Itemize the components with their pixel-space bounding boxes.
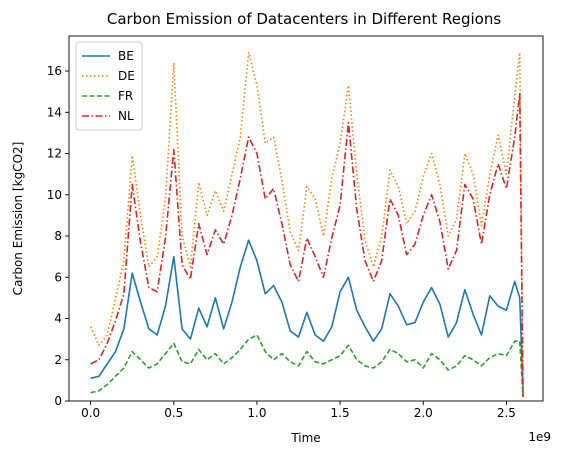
y-tick-label: 4 bbox=[54, 312, 62, 326]
x-tick-label: 2.0 bbox=[414, 406, 433, 420]
y-tick-label: 16 bbox=[47, 64, 62, 78]
legend-label-be: BE bbox=[118, 49, 134, 63]
y-axis-label: Carbon Emission [kgCO2] bbox=[11, 142, 25, 296]
y-tick-label: 8 bbox=[54, 229, 62, 243]
x-axis-label: Time bbox=[290, 431, 320, 445]
y-tick-label: 14 bbox=[47, 105, 62, 119]
x-tick-label: 1.0 bbox=[247, 406, 266, 420]
y-tick-label: 10 bbox=[47, 188, 62, 202]
x-axis-offset-label: 1e9 bbox=[528, 430, 551, 444]
legend-label-fr: FR bbox=[118, 89, 133, 103]
y-tick-label: 0 bbox=[54, 394, 62, 408]
x-tick-label: 0.5 bbox=[164, 406, 183, 420]
y-tick-label: 12 bbox=[47, 147, 62, 161]
x-tick-label: 0.0 bbox=[81, 406, 100, 420]
y-tick-label: 2 bbox=[54, 353, 62, 367]
chart-title: Carbon Emission of Datacenters in Differ… bbox=[107, 10, 501, 28]
legend-label-de: DE bbox=[118, 69, 135, 83]
legend-label-nl: NL bbox=[118, 109, 134, 123]
x-tick-label: 1.5 bbox=[331, 406, 350, 420]
y-tick-label: 6 bbox=[54, 270, 62, 284]
x-tick-label: 2.5 bbox=[497, 406, 516, 420]
legend: BE DE FR NL bbox=[76, 42, 142, 130]
